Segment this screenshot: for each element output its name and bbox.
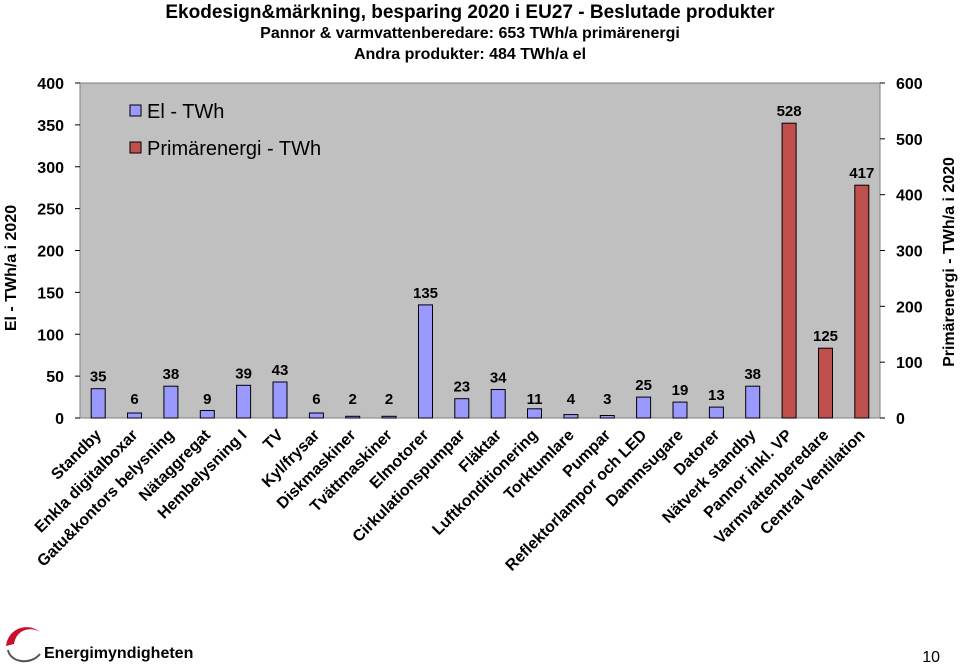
- bar-el: [708, 406, 724, 419]
- y-axis-label-right: Primärenergi - TWh/a i 2020: [941, 157, 958, 367]
- chart-title: Ekodesign&märkning, besparing 2020 i EU2…: [165, 2, 775, 23]
- data-label: 39: [235, 365, 252, 382]
- left-tick-label: 350: [37, 118, 64, 135]
- data-label: 35: [90, 369, 107, 386]
- left-tick-label: 300: [37, 160, 64, 177]
- right-tick-label: 100: [896, 355, 923, 372]
- legend-swatch-primary: [129, 141, 142, 154]
- category-label: TV: [260, 427, 287, 454]
- bar-el: [381, 415, 397, 419]
- data-label: 417: [849, 165, 874, 182]
- left-tick-label: 200: [37, 244, 64, 261]
- data-label: 38: [163, 366, 180, 383]
- data-label: 4: [567, 391, 576, 408]
- bar-el: [236, 384, 252, 419]
- bar-el: [454, 398, 470, 419]
- data-label: 9: [203, 391, 211, 408]
- right-tick-label: 300: [896, 244, 923, 261]
- data-label: 13: [708, 387, 725, 404]
- bar-el: [490, 389, 506, 419]
- bar-el: [636, 396, 652, 419]
- left-tick-label: 250: [37, 202, 64, 219]
- data-label: 6: [312, 391, 320, 408]
- logo-swoosh-icon: [6, 627, 40, 646]
- left-axis-ticks: 0 50 100 150 200 250 300 350 400: [37, 76, 80, 428]
- bar-el: [272, 381, 288, 419]
- right-tick-label: 400: [896, 188, 923, 205]
- logo-arc-icon: [7, 649, 41, 663]
- bar-el: [672, 401, 688, 419]
- right-tick-label: 0: [896, 411, 905, 428]
- legend: El - TWh Primärenergi - TWh: [129, 101, 321, 160]
- data-label: 34: [490, 370, 507, 387]
- data-label: 6: [130, 391, 138, 408]
- legend-label-el: El - TWh: [147, 101, 224, 123]
- y-axis-label-left: El - TWh/a i 2020: [3, 205, 20, 331]
- legend-label-primary: Primärenergi - TWh: [147, 138, 321, 160]
- right-tick-label: 500: [896, 132, 923, 149]
- bar-el: [563, 414, 579, 419]
- data-label: 135: [413, 285, 438, 302]
- chart-subtitle-line-2: Andra produkter: 484 TWh/a el: [354, 46, 586, 63]
- left-tick-label: 400: [37, 76, 64, 93]
- data-label: 125: [813, 328, 838, 345]
- bar-el: [599, 415, 615, 419]
- bar-el: [127, 412, 142, 419]
- energimyndigheten-logo: Energimyndigheten: [6, 627, 193, 663]
- data-label: 2: [385, 391, 393, 408]
- data-label: 23: [453, 379, 470, 396]
- bar-el: [527, 408, 542, 419]
- page-number: 10: [922, 649, 940, 666]
- data-label: 43: [272, 362, 289, 379]
- right-tick-label: 200: [896, 299, 923, 316]
- bar-el: [163, 385, 179, 419]
- legend-swatch-el: [129, 104, 142, 117]
- bar-el: [199, 410, 215, 419]
- right-tick-label: 600: [896, 76, 923, 93]
- bars: [90, 122, 870, 419]
- bar-el: [745, 385, 761, 419]
- data-label: 11: [527, 391, 543, 408]
- left-tick-label: 150: [37, 285, 64, 302]
- right-axis-ticks: 0 100 200 300 400 500 600: [880, 76, 923, 428]
- bar-primary: [818, 347, 833, 419]
- data-label: 528: [777, 103, 802, 120]
- data-label: 3: [603, 391, 611, 408]
- data-label: 19: [672, 382, 689, 399]
- data-label: 25: [635, 377, 652, 394]
- bar-el: [418, 304, 433, 419]
- left-tick-label: 50: [46, 369, 64, 386]
- left-tick-label: 0: [55, 411, 64, 428]
- plot-area: [79, 82, 881, 419]
- bar-el: [308, 412, 324, 419]
- bar-primary: [854, 184, 870, 419]
- bar-primary: [781, 122, 797, 419]
- bar-el: [90, 388, 106, 419]
- bar-el: [345, 415, 361, 419]
- logo-text: Energimyndigheten: [44, 645, 193, 662]
- data-label: 2: [349, 391, 357, 408]
- chart-subtitle-line-1: Pannor & varmvattenberedare: 653 TWh/a p…: [260, 25, 680, 42]
- category-label: Gatu&kontors belysning: [34, 427, 177, 570]
- left-tick-label: 100: [37, 327, 64, 344]
- data-label: 38: [744, 366, 761, 383]
